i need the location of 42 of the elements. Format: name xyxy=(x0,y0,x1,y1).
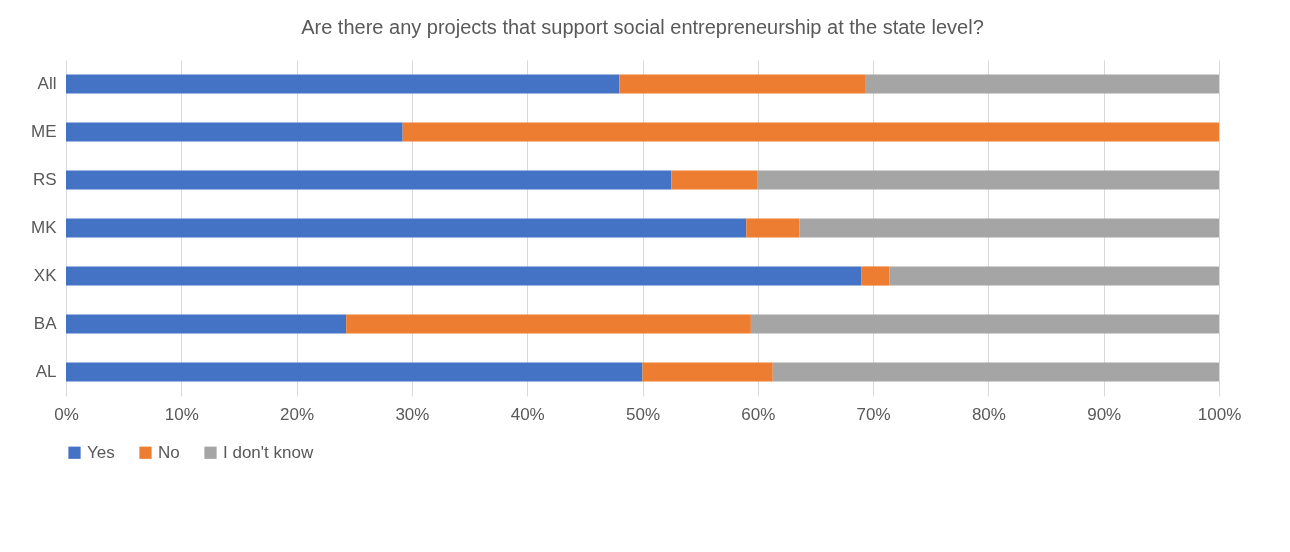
bar xyxy=(642,362,773,382)
bar xyxy=(865,74,1219,94)
bar xyxy=(619,74,866,94)
bar xyxy=(66,74,620,94)
y-tick-label: BA xyxy=(33,314,58,333)
x-tick-label: 60% xyxy=(741,404,776,424)
bar xyxy=(671,170,758,190)
x-tick-label: 70% xyxy=(856,404,891,424)
bar xyxy=(66,314,347,334)
bar xyxy=(66,362,643,382)
bar xyxy=(889,266,1219,286)
legend-label: I don't know xyxy=(223,442,314,462)
x-tick-label: 90% xyxy=(1087,404,1122,424)
bar xyxy=(757,170,1219,190)
bar xyxy=(750,314,1219,334)
bar xyxy=(66,218,747,238)
x-tick-label: 100% xyxy=(1197,404,1242,424)
legend-label: Yes xyxy=(87,442,115,462)
chart-title: Are there any projects that support social entrepreneurship at the state level? xyxy=(301,16,984,38)
y-tick-label: MK xyxy=(31,218,58,237)
y-tick-label: All xyxy=(37,74,57,93)
x-tick-label: 50% xyxy=(625,404,661,424)
x-tick-label: 10% xyxy=(164,404,199,424)
y-tick-label: AL xyxy=(35,362,57,381)
bar xyxy=(772,362,1219,382)
bar xyxy=(66,170,672,190)
bar xyxy=(746,218,800,238)
y-tick-label: XK xyxy=(33,266,58,285)
y-tick-label: ME xyxy=(31,122,57,141)
x-tick-label: 30% xyxy=(395,404,430,424)
bar xyxy=(66,266,862,286)
x-tick-label: 0% xyxy=(54,404,79,424)
x-tick-label: 20% xyxy=(280,404,315,424)
legend-label: No xyxy=(158,442,180,462)
x-tick-label: 80% xyxy=(971,404,1006,424)
bar xyxy=(346,314,751,334)
bar xyxy=(799,218,1219,238)
bar xyxy=(861,266,890,286)
bar xyxy=(402,122,1219,142)
y-tick-label: RS xyxy=(32,170,57,189)
bar xyxy=(66,122,403,142)
x-tick-label: 40% xyxy=(510,404,545,424)
